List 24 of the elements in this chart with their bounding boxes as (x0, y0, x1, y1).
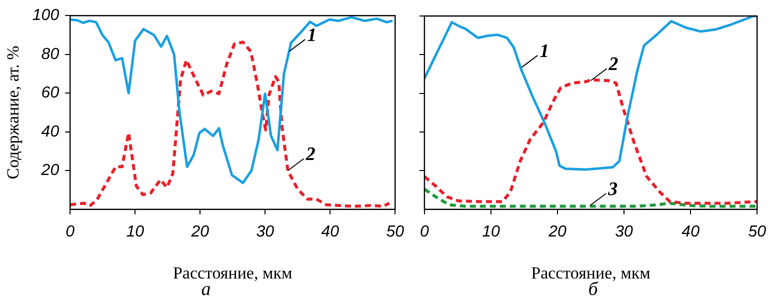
y-axis-title: Содержание, ат. % (4, 46, 23, 180)
annotation: 2 (304, 144, 316, 166)
x-tick-label: 0 (66, 223, 75, 240)
x-tick-label: 30 (256, 223, 274, 240)
x-tick-label: 50 (386, 223, 404, 240)
x-tick-label: 40 (682, 223, 700, 240)
annotation: 3 (607, 178, 618, 200)
x-tick-label: 10 (482, 223, 500, 240)
annotation: 1 (540, 40, 550, 62)
line-series (70, 40, 391, 208)
y-tick-label: 40 (41, 123, 60, 140)
annotation: 1 (307, 24, 317, 46)
x-tick-label: 20 (548, 223, 567, 240)
x-tick-label: 20 (190, 223, 210, 240)
x-tick-label: 10 (126, 223, 144, 240)
annotation: 2 (608, 54, 619, 75)
x-tick-label: 40 (321, 223, 340, 240)
y-tick-label: 60 (41, 84, 60, 102)
y-tick-label: 20 (40, 162, 60, 180)
x-tick-label: 50 (748, 223, 766, 240)
x-tick-label: 30 (615, 223, 634, 240)
x-tick-label: 0 (420, 223, 429, 240)
y-tick-label: 80 (41, 46, 60, 63)
y-tick-label: 100 (32, 7, 60, 24)
